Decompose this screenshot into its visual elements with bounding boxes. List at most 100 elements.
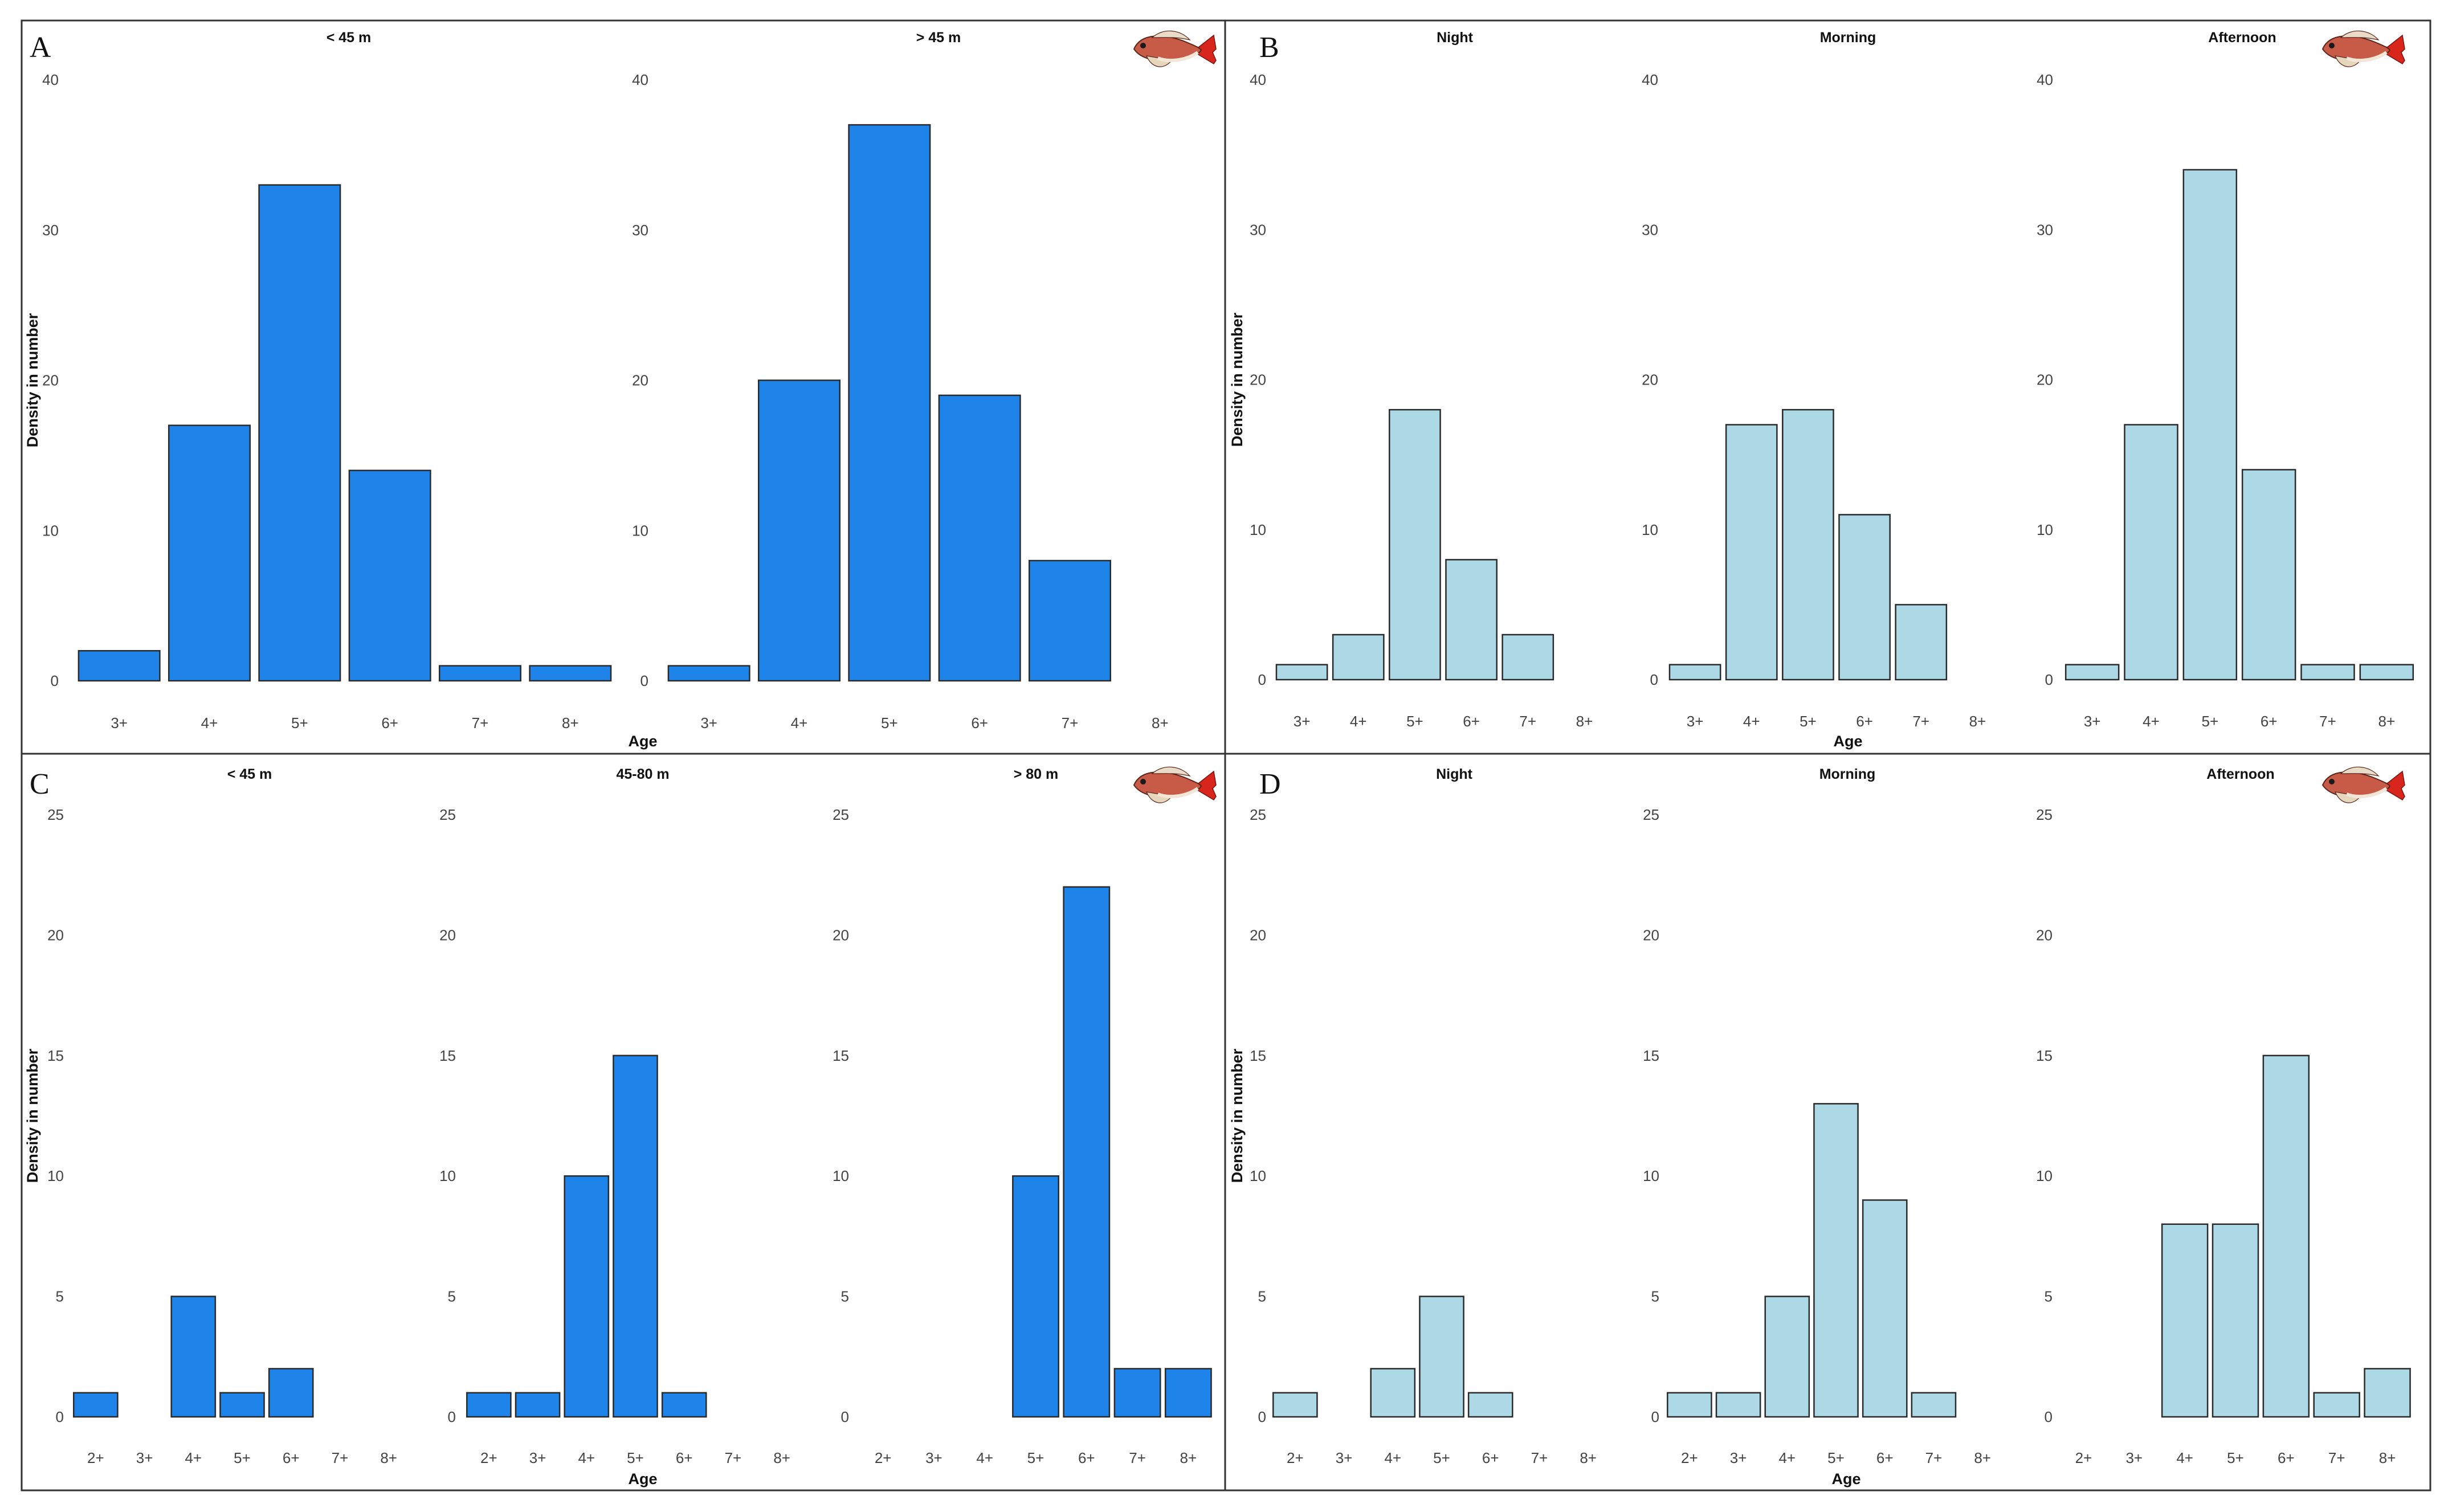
fish-icon-B	[2321, 30, 2405, 67]
y-tick-A-0-30: 30	[42, 222, 59, 239]
x-tick-C-1-8+: 8+	[773, 1449, 790, 1466]
panel-A: A Density in number Age < 45 m 0 10 20 30 40 3+ 4+…	[24, 30, 1217, 750]
y-tick-B-1-30: 30	[1642, 221, 1658, 238]
facet-D-1: Morning 0 5 10 15 20 25 2+ 3+ 4+ 5+ 6+ 7+ 8+	[1643, 766, 1991, 1466]
facet-B-2: Afternoon 0 10 20 30 40 3+ 4+ 5+ 6+ 7+ 8+	[2037, 30, 2414, 730]
y-tick-C-2-20: 20	[833, 926, 849, 943]
y-tick-D-2-20: 20	[2036, 926, 2053, 943]
x-tick-A-1-5+: 5+	[881, 714, 898, 732]
x-tick-B-2-8+: 8+	[2378, 713, 2396, 730]
y-tick-D-2-0: 0	[2045, 1408, 2053, 1425]
x-tick-A-1-6+: 6+	[971, 714, 988, 732]
facet-title-D-1: Morning	[1819, 766, 1876, 782]
y-tick-C-0-25: 25	[47, 806, 64, 823]
facet-B-1: Morning 0 10 20 30 40 3+ 4+ 5+ 6+ 7+ 8+	[1642, 30, 1986, 730]
panel-letter-A: A	[30, 31, 51, 64]
y-tick-A-0-20: 20	[42, 372, 59, 389]
x-tick-A-0-3+: 3+	[111, 714, 128, 732]
y-tick-A-0-40: 40	[42, 71, 59, 88]
fish-belly	[2345, 787, 2388, 799]
y-tick-D-1-25: 25	[1643, 806, 1659, 823]
facet-title-D-0: Night	[1436, 766, 1473, 782]
y-tick-C-1-20: 20	[439, 926, 456, 943]
x-axis-label-B: Age	[1833, 733, 1862, 750]
bar-A-1-6+	[938, 394, 1021, 682]
x-tick-D-2-6+: 6+	[2278, 1449, 2295, 1466]
bar-C-0-2+	[73, 1392, 119, 1418]
panel-D: D Density in number Age Night 0 5 10 15 20 25 2+ 3+…	[1229, 766, 2411, 1488]
x-tick-B-0-6+: 6+	[1463, 713, 1480, 730]
x-tick-D-2-3+: 3+	[2125, 1449, 2143, 1466]
fish-tail	[2385, 770, 2405, 801]
x-tick-A-0-7+: 7+	[472, 714, 489, 732]
bar-B-2-7+	[2300, 664, 2355, 681]
x-tick-B-1-5+: 5+	[1800, 713, 1817, 730]
x-tick-A-0-4+: 4+	[201, 714, 218, 732]
y-tick-D-1-20: 20	[1643, 926, 1659, 943]
bar-B-1-6+	[1838, 514, 1891, 681]
bar-B-2-3+	[2064, 664, 2120, 681]
x-tick-C-2-2+: 2+	[875, 1449, 892, 1466]
y-tick-D-1-10: 10	[1643, 1167, 1659, 1184]
x-tick-D-2-7+: 7+	[2328, 1449, 2345, 1466]
x-tick-D-2-8+: 8+	[2379, 1449, 2396, 1466]
y-tick-C-0-20: 20	[47, 926, 64, 943]
y-tick-D-0-25: 25	[1250, 806, 1266, 823]
y-tick-B-1-40: 40	[1642, 71, 1658, 88]
y-tick-B-2-20: 20	[2037, 371, 2053, 389]
x-tick-C-2-6+: 6+	[1078, 1449, 1095, 1466]
panel-B: B Density in number Age Night 0 10 20 30 40 3+ 4+ 5…	[1229, 30, 2414, 750]
fish-dorsal-fin	[2340, 30, 2380, 41]
y-tick-B-0-20: 20	[1250, 371, 1266, 389]
fish-eye	[1140, 43, 1146, 48]
y-tick-B-1-20: 20	[1642, 371, 1658, 389]
bar-B-0-7+	[1502, 634, 1554, 681]
x-tick-B-1-6+: 6+	[1856, 713, 1873, 730]
facet-A-1: > 45 m 0 10 20 30 40 3+ 4+ 5+ 6+ 7+ 8+	[632, 30, 1169, 732]
y-tick-A-1-30: 30	[632, 222, 648, 239]
bar-D-1-3+	[1715, 1392, 1761, 1418]
bar-C-0-5+	[219, 1392, 265, 1418]
x-tick-C-1-2+: 2+	[480, 1449, 497, 1466]
x-tick-B-1-8+: 8+	[1969, 713, 1986, 730]
bar-C-0-6+	[268, 1368, 314, 1418]
x-tick-D-0-2+: 2+	[1287, 1449, 1304, 1466]
bar-A-1-4+	[758, 379, 840, 682]
y-tick-C-1-25: 25	[439, 806, 456, 823]
fish-dorsal-fin	[1151, 766, 1191, 777]
x-tick-C-0-8+: 8+	[380, 1449, 397, 1466]
x-tick-A-1-8+: 8+	[1152, 714, 1169, 732]
bar-D-0-5+	[1419, 1296, 1464, 1418]
y-tick-B-0-10: 10	[1250, 521, 1266, 538]
facet-D-0: Night 0 5 10 15 20 25 2+ 3+ 4+ 5+ 6+ 7+ 8+	[1250, 766, 1597, 1466]
y-tick-A-0-0: 0	[51, 672, 59, 689]
bar-B-2-6+	[2241, 469, 2296, 681]
y-tick-D-1-5: 5	[1651, 1288, 1659, 1305]
x-tick-C-0-2+: 2+	[87, 1449, 104, 1466]
x-tick-C-2-8+: 8+	[1180, 1449, 1197, 1466]
bar-B-2-5+	[2182, 169, 2238, 681]
bar-D-1-4+	[1764, 1296, 1810, 1418]
x-tick-C-0-7+: 7+	[332, 1449, 349, 1466]
fish-icon-A	[1133, 30, 1217, 67]
bar-B-2-8+	[2359, 664, 2414, 681]
bar-D-2-4+	[2161, 1223, 2209, 1418]
y-tick-C-0-15: 15	[47, 1047, 64, 1064]
fish-eye	[1140, 779, 1146, 784]
bar-D-1-2+	[1667, 1392, 1712, 1418]
y-tick-C-2-5: 5	[841, 1288, 849, 1305]
bar-B-1-5+	[1782, 408, 1834, 681]
y-tick-C-2-10: 10	[833, 1167, 849, 1184]
bar-C-2-6+	[1063, 886, 1111, 1418]
y-tick-A-1-40: 40	[632, 71, 648, 88]
bar-C-2-5+	[1012, 1175, 1059, 1418]
facet-title-A-1: > 45 m	[916, 30, 961, 46]
x-tick-C-1-3+: 3+	[529, 1449, 546, 1466]
y-axis-label-D: Density in number	[1229, 1048, 1246, 1183]
x-tick-D-2-5+: 5+	[2227, 1449, 2244, 1466]
x-tick-A-0-6+: 6+	[381, 714, 398, 732]
y-tick-D-2-10: 10	[2036, 1167, 2053, 1184]
fish-tail	[2385, 34, 2405, 65]
x-tick-D-1-4+: 4+	[1778, 1449, 1796, 1466]
y-tick-A-1-20: 20	[632, 372, 648, 389]
